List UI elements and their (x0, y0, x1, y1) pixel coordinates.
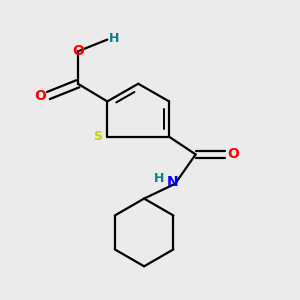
Text: H: H (109, 32, 119, 45)
Text: O: O (227, 147, 239, 161)
Text: S: S (93, 130, 102, 143)
Text: O: O (34, 88, 46, 103)
Text: N: N (166, 176, 178, 189)
Text: H: H (154, 172, 164, 185)
Text: O: O (72, 44, 84, 58)
